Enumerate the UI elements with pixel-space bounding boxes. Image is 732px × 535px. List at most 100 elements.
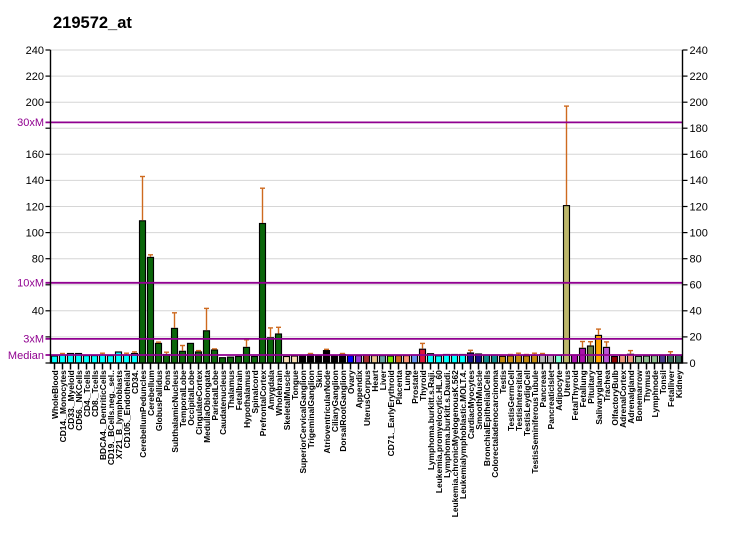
svg-text:Leukemia.chronicMyelogenousK.5: Leukemia.chronicMyelogenousK.562 (450, 370, 460, 517)
svg-text:120: 120 (26, 201, 44, 213)
svg-text:Tonsil: Tonsil (658, 370, 668, 394)
svg-text:CD19._BCells.neg._sel..: CD19._BCells.neg._sel.. (106, 370, 116, 465)
svg-text:UterusCorpus: UterusCorpus (362, 370, 372, 426)
svg-text:3xM: 3xM (23, 334, 44, 346)
svg-text:200: 200 (690, 97, 708, 109)
svg-text:Wholebrain: Wholebrain (274, 370, 284, 416)
svg-text:TestisIntersitial: TestisIntersitial (514, 370, 524, 431)
svg-text:Pons: Pons (162, 370, 172, 391)
svg-text:X721_B_lymphoblasts: X721_B_lymphoblasts (114, 370, 124, 459)
svg-text:CingulateCortex: CingulateCortex (194, 370, 204, 435)
svg-text:Thalamus: Thalamus (226, 370, 236, 409)
svg-text:TrigeminalGanglion: TrigeminalGanglion (306, 370, 316, 448)
svg-text:Fetalliver: Fetalliver (666, 369, 676, 407)
svg-text:WholeBlood: WholeBlood (50, 370, 60, 419)
svg-text:240: 240 (690, 45, 708, 57)
svg-text:AtrioventricularNode: AtrioventricularNode (322, 370, 332, 454)
svg-text:OlfactoryBulb: OlfactoryBulb (610, 370, 620, 425)
svg-text:Pituitary: Pituitary (586, 370, 596, 404)
svg-text:10xM: 10xM (17, 278, 44, 290)
svg-text:CiliaryGanglion: CiliaryGanglion (330, 370, 340, 432)
svg-text:40: 40 (690, 306, 702, 318)
svg-text:TestisGermCell: TestisGermCell (506, 370, 516, 431)
svg-text:Bonemarrow: Bonemarrow (634, 370, 644, 422)
svg-text:TestisSeminiferousTubule: TestisSeminiferousTubule (530, 370, 540, 474)
svg-text:BDCA4._DentriticCells: BDCA4._DentriticCells (98, 370, 108, 460)
svg-text:CD34.: CD34. (130, 370, 140, 394)
svg-text:220: 220 (690, 71, 708, 83)
svg-text:PrefrontalCortex: PrefrontalCortex (258, 370, 268, 436)
svg-text:40: 40 (32, 306, 44, 318)
svg-text:160: 160 (690, 149, 708, 161)
svg-text:Uterus: Uterus (562, 370, 572, 397)
svg-text:Lymphoma.burkitt.s.Daudi.: Lymphoma.burkitt.s.Daudi. (442, 370, 452, 478)
svg-text:TestisLeydigCell: TestisLeydigCell (522, 370, 532, 436)
svg-text:CD56._NKCells: CD56._NKCells (74, 370, 84, 431)
svg-text:Liver: Liver (378, 369, 388, 390)
svg-text:20: 20 (690, 332, 702, 344)
svg-text:Lymphnode: Lymphnode (650, 370, 660, 417)
svg-text:ParietalLobe: ParietalLobe (210, 370, 220, 421)
svg-text:CD4._Tcells: CD4._Tcells (82, 370, 92, 417)
svg-text:PancreaticIslet: PancreaticIslet (546, 370, 556, 429)
svg-text:SkeletalMuscle: SkeletalMuscle (282, 370, 292, 430)
svg-text:Thymus: Thymus (642, 370, 652, 402)
svg-text:Skin: Skin (314, 370, 324, 388)
svg-text:DorsalRootGanglion: DorsalRootGanglion (338, 370, 348, 451)
svg-text:Fetallung: Fetallung (578, 370, 588, 407)
svg-text:CD14._Monocytes: CD14._Monocytes (58, 370, 68, 442)
svg-text:80: 80 (690, 254, 702, 266)
svg-text:TemporalLobe: TemporalLobe (178, 370, 188, 427)
svg-text:Fetalbrain: Fetalbrain (234, 370, 244, 410)
svg-text:CD8._Tcells: CD8._Tcells (90, 370, 100, 417)
svg-text:240: 240 (26, 45, 44, 57)
svg-text:Spinalcord: Spinalcord (250, 370, 260, 413)
svg-text:Kidney: Kidney (674, 370, 684, 398)
svg-text:CardiacMyocytes: CardiacMyocytes (466, 370, 476, 439)
svg-text:180: 180 (690, 123, 708, 135)
svg-text:60: 60 (690, 280, 702, 292)
svg-text:Hypothalamus: Hypothalamus (242, 370, 252, 428)
svg-text:Trachea: Trachea (602, 370, 612, 402)
svg-text:MedullaOblongata: MedullaOblongata (202, 370, 212, 443)
svg-text:CD33._Myeloid: CD33._Myeloid (66, 370, 76, 430)
svg-text:Lymphoma.burkitt.s.Raji.: Lymphoma.burkitt.s.Raji. (426, 370, 436, 470)
svg-text:Salivarygland: Salivarygland (594, 370, 604, 424)
svg-text:Tongue: Tongue (290, 370, 300, 400)
svg-text:Adrenalgland: Adrenalgland (626, 370, 636, 424)
svg-text:Heart: Heart (370, 370, 380, 392)
svg-text:BronchialEpithelialCells: BronchialEpithelialCells (482, 370, 492, 466)
svg-text:Testis: Testis (498, 370, 508, 394)
svg-text:Thyroid: Thyroid (418, 370, 428, 401)
svg-text:SmoothMuscle: SmoothMuscle (474, 370, 484, 430)
svg-text:120: 120 (690, 201, 708, 213)
svg-text:Amygdala: Amygdala (266, 370, 276, 410)
svg-text:0: 0 (690, 358, 696, 370)
svg-text:140: 140 (690, 175, 708, 187)
svg-text:140: 140 (26, 175, 44, 187)
svg-text:SuperiorCervicalGanglion: SuperiorCervicalGanglion (298, 370, 308, 473)
svg-text:160: 160 (26, 149, 44, 161)
svg-text:80: 80 (32, 254, 44, 266)
svg-text:CD105._Endothelial: CD105._Endothelial (122, 370, 132, 448)
svg-text:Ovary: Ovary (346, 370, 356, 394)
svg-text:Caudatenucleus: Caudatenucleus (218, 370, 228, 435)
svg-text:Adipocyte: Adipocyte (554, 370, 564, 411)
svg-text:Pancreas: Pancreas (538, 370, 548, 408)
svg-text:GlobusPallidus: GlobusPallidus (154, 370, 164, 431)
svg-text:SubthalamicNucleus: SubthalamicNucleus (170, 370, 180, 453)
svg-text:Leukemialymphoblastic.MOLT.4.: Leukemialymphoblastic.MOLT.4. (458, 370, 468, 499)
svg-text:Cerebellum: Cerebellum (146, 370, 156, 416)
svg-text:Colorectaladenocarcinoma: Colorectaladenocarcinoma (490, 370, 500, 478)
svg-text:200: 200 (26, 97, 44, 109)
svg-text:CD71._EarlyErythroid: CD71._EarlyErythroid (386, 370, 396, 456)
svg-text:219572_at: 219572_at (53, 14, 132, 32)
svg-text:Lung: Lung (402, 370, 412, 390)
svg-text:220: 220 (26, 71, 44, 83)
svg-text:AdrenalCortex: AdrenalCortex (618, 370, 628, 428)
svg-text:FetalThyroid: FetalThyroid (570, 370, 580, 420)
svg-text:100: 100 (26, 227, 44, 239)
svg-text:Appendix: Appendix (354, 370, 364, 408)
svg-text:100: 100 (690, 227, 708, 239)
svg-text:30xM: 30xM (17, 117, 44, 129)
